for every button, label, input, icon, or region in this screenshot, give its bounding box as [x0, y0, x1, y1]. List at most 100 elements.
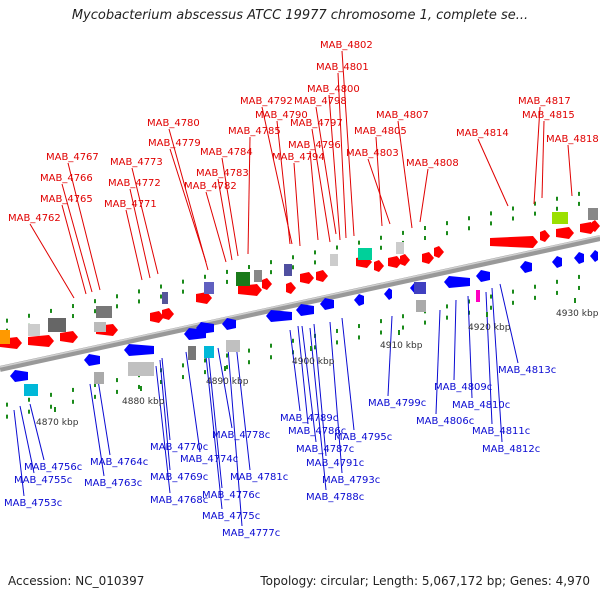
gene-reverse[interactable]: [354, 294, 364, 306]
gene-label-forward[interactable]: MAB_4785: [228, 126, 281, 137]
gene-label-forward[interactable]: MAB_4800: [307, 84, 360, 95]
gene-reverse[interactable]: [320, 298, 334, 310]
gene-feature[interactable]: [24, 384, 38, 396]
gene-reverse[interactable]: [476, 270, 490, 282]
gene-label-forward[interactable]: MAB_4798: [294, 96, 347, 107]
gene-label-forward[interactable]: MAB_4802: [320, 40, 373, 51]
gene-forward[interactable]: [60, 331, 78, 343]
gene-label-reverse[interactable]: MAB_4753c: [4, 498, 62, 509]
gene-label-forward[interactable]: MAB_4808: [406, 158, 459, 169]
gene-feature[interactable]: [204, 282, 214, 294]
gene-feature[interactable]: [414, 282, 426, 294]
gene-label-reverse[interactable]: MAB_4770c: [150, 442, 208, 453]
gene-label-forward[interactable]: MAB_4780: [147, 118, 200, 129]
gene-label-reverse[interactable]: MAB_4789c: [280, 413, 338, 424]
gene-forward[interactable]: [556, 227, 574, 239]
gene-label-reverse[interactable]: MAB_4781c: [230, 472, 288, 483]
gene-label-reverse[interactable]: MAB_4763c: [84, 478, 142, 489]
gene-feature[interactable]: [0, 330, 10, 344]
gene-feature[interactable]: [204, 346, 214, 358]
gene-label-forward[interactable]: MAB_4803: [346, 148, 399, 159]
gene-label-reverse[interactable]: MAB_4778c: [212, 430, 270, 441]
gene-feature[interactable]: [254, 270, 262, 282]
gene-forward[interactable]: [400, 254, 410, 266]
gene-reverse[interactable]: [196, 322, 214, 334]
gene-label-reverse[interactable]: MAB_4769c: [150, 472, 208, 483]
gene-label-forward[interactable]: MAB_4783: [196, 168, 249, 179]
gene-label-forward[interactable]: MAB_4814: [456, 128, 509, 139]
gene-forward[interactable]: [592, 220, 600, 232]
gene-forward[interactable]: [374, 260, 384, 272]
gene-reverse[interactable]: [552, 256, 562, 268]
gene-feature[interactable]: [236, 272, 250, 286]
gene-forward[interactable]: [540, 230, 550, 242]
gene-label-reverse[interactable]: MAB_4764c: [90, 457, 148, 468]
gene-forward[interactable]: [196, 292, 212, 304]
gene-label-forward[interactable]: MAB_4784: [200, 147, 253, 158]
gene-label-reverse[interactable]: MAB_4786c: [288, 426, 346, 437]
gene-label-forward[interactable]: MAB_4773: [110, 157, 163, 168]
gene-forward[interactable]: [286, 282, 296, 294]
gene-feature[interactable]: [188, 346, 196, 360]
gene-feature[interactable]: [94, 322, 106, 332]
gene-label-forward[interactable]: MAB_4782: [184, 181, 237, 192]
gene-feature[interactable]: [552, 212, 568, 224]
gene-forward[interactable]: [162, 308, 174, 320]
gene-feature[interactable]: [416, 300, 426, 312]
gene-feature[interactable]: [358, 248, 372, 260]
gene-label-reverse[interactable]: MAB_4809c: [434, 382, 492, 393]
gene-feature[interactable]: [226, 340, 240, 352]
gene-feature[interactable]: [396, 242, 404, 254]
gene-label-forward[interactable]: MAB_4801: [316, 62, 369, 73]
gene-reverse[interactable]: [574, 252, 584, 264]
gene-label-forward[interactable]: MAB_4794: [272, 152, 325, 163]
gene-label-reverse[interactable]: MAB_4768c: [150, 495, 208, 506]
gene-reverse[interactable]: [266, 310, 292, 322]
gene-feature[interactable]: [330, 254, 338, 266]
gene-label-forward[interactable]: MAB_4766: [40, 173, 93, 184]
gene-forward[interactable]: [422, 252, 434, 264]
gene-reverse[interactable]: [590, 250, 598, 262]
gene-forward[interactable]: [262, 278, 272, 290]
gene-label-reverse[interactable]: MAB_4788c: [306, 492, 364, 503]
gene-label-forward[interactable]: MAB_4779: [148, 138, 201, 149]
gene-reverse[interactable]: [520, 261, 532, 273]
gene-forward[interactable]: [434, 246, 444, 258]
gene-label-forward[interactable]: MAB_4797: [290, 118, 343, 129]
gene-label-reverse[interactable]: MAB_4799c: [368, 398, 426, 409]
gene-label-forward[interactable]: MAB_4767: [46, 152, 99, 163]
gene-label-forward[interactable]: MAB_4796: [288, 140, 341, 151]
gene-reverse[interactable]: [124, 344, 154, 356]
gene-label-forward[interactable]: MAB_4815: [522, 110, 575, 121]
gene-label-reverse[interactable]: MAB_4793c: [322, 475, 380, 486]
gene-reverse[interactable]: [296, 304, 314, 316]
gene-forward[interactable]: [150, 311, 164, 323]
gene-label-reverse[interactable]: MAB_4806c: [416, 416, 474, 427]
gene-label-reverse[interactable]: MAB_4811c: [472, 426, 530, 437]
gene-reverse[interactable]: [84, 354, 100, 366]
gene-forward[interactable]: [28, 335, 54, 347]
gene-label-reverse[interactable]: MAB_4775c: [202, 511, 260, 522]
gene-label-forward[interactable]: MAB_4771: [104, 199, 157, 210]
gene-label-forward[interactable]: MAB_4805: [354, 126, 407, 137]
gene-feature[interactable]: [94, 372, 104, 384]
gene-feature[interactable]: [96, 306, 112, 318]
gene-reverse[interactable]: [222, 318, 236, 330]
gene-reverse[interactable]: [384, 288, 392, 300]
gene-label-forward[interactable]: MAB_4765: [40, 194, 93, 205]
gene-feature[interactable]: [588, 208, 598, 220]
gene-label-reverse[interactable]: MAB_4756c: [24, 462, 82, 473]
gene-label-reverse[interactable]: MAB_4812c: [482, 444, 540, 455]
gene-forward[interactable]: [490, 236, 538, 248]
gene-label-forward[interactable]: MAB_4790: [255, 110, 308, 121]
gene-label-reverse[interactable]: MAB_4810c: [452, 400, 510, 411]
gene-label-reverse[interactable]: MAB_4776c: [202, 490, 260, 501]
gene-label-reverse[interactable]: MAB_4791c: [306, 458, 364, 469]
gene-forward[interactable]: [238, 284, 262, 296]
gene-label-forward[interactable]: MAB_4818: [546, 134, 599, 145]
gene-label-forward[interactable]: MAB_4762: [8, 213, 61, 224]
gene-forward[interactable]: [300, 272, 314, 284]
gene-label-reverse[interactable]: MAB_4813c: [498, 365, 556, 376]
gene-feature[interactable]: [162, 292, 168, 304]
